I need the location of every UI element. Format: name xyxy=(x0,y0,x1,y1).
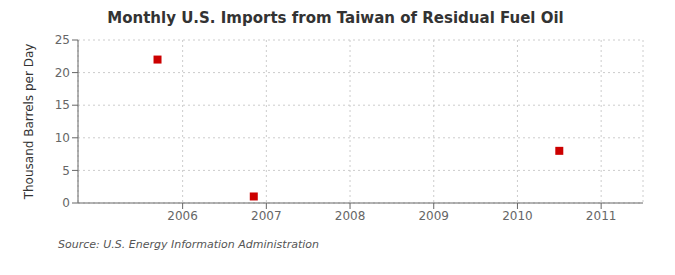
svg-text:2010: 2010 xyxy=(502,209,533,223)
html-text:Source: U.S. Energy Informatio: Source: U.S. Energy Information Administ… xyxy=(58,238,319,251)
svg-text:25: 25 xyxy=(55,33,70,47)
html-text:Monthly U.S. Imports from Taiw: Monthly U.S. Imports from Taiwan of Resi… xyxy=(107,9,564,27)
svg-text:Thousand Barrels per Day: Thousand Barrels per Day xyxy=(22,44,36,201)
svg-text:2007: 2007 xyxy=(251,209,282,223)
svg-text:2009: 2009 xyxy=(418,209,449,223)
svg-text:20: 20 xyxy=(55,66,70,80)
svg-text:0: 0 xyxy=(62,196,70,210)
svg-text:15: 15 xyxy=(55,98,70,112)
svg-text:5: 5 xyxy=(62,164,70,178)
svg-text:2011: 2011 xyxy=(586,209,617,223)
svg-text:2008: 2008 xyxy=(335,209,366,223)
svg-text:2006: 2006 xyxy=(167,209,198,223)
svg-text:10: 10 xyxy=(55,131,70,145)
